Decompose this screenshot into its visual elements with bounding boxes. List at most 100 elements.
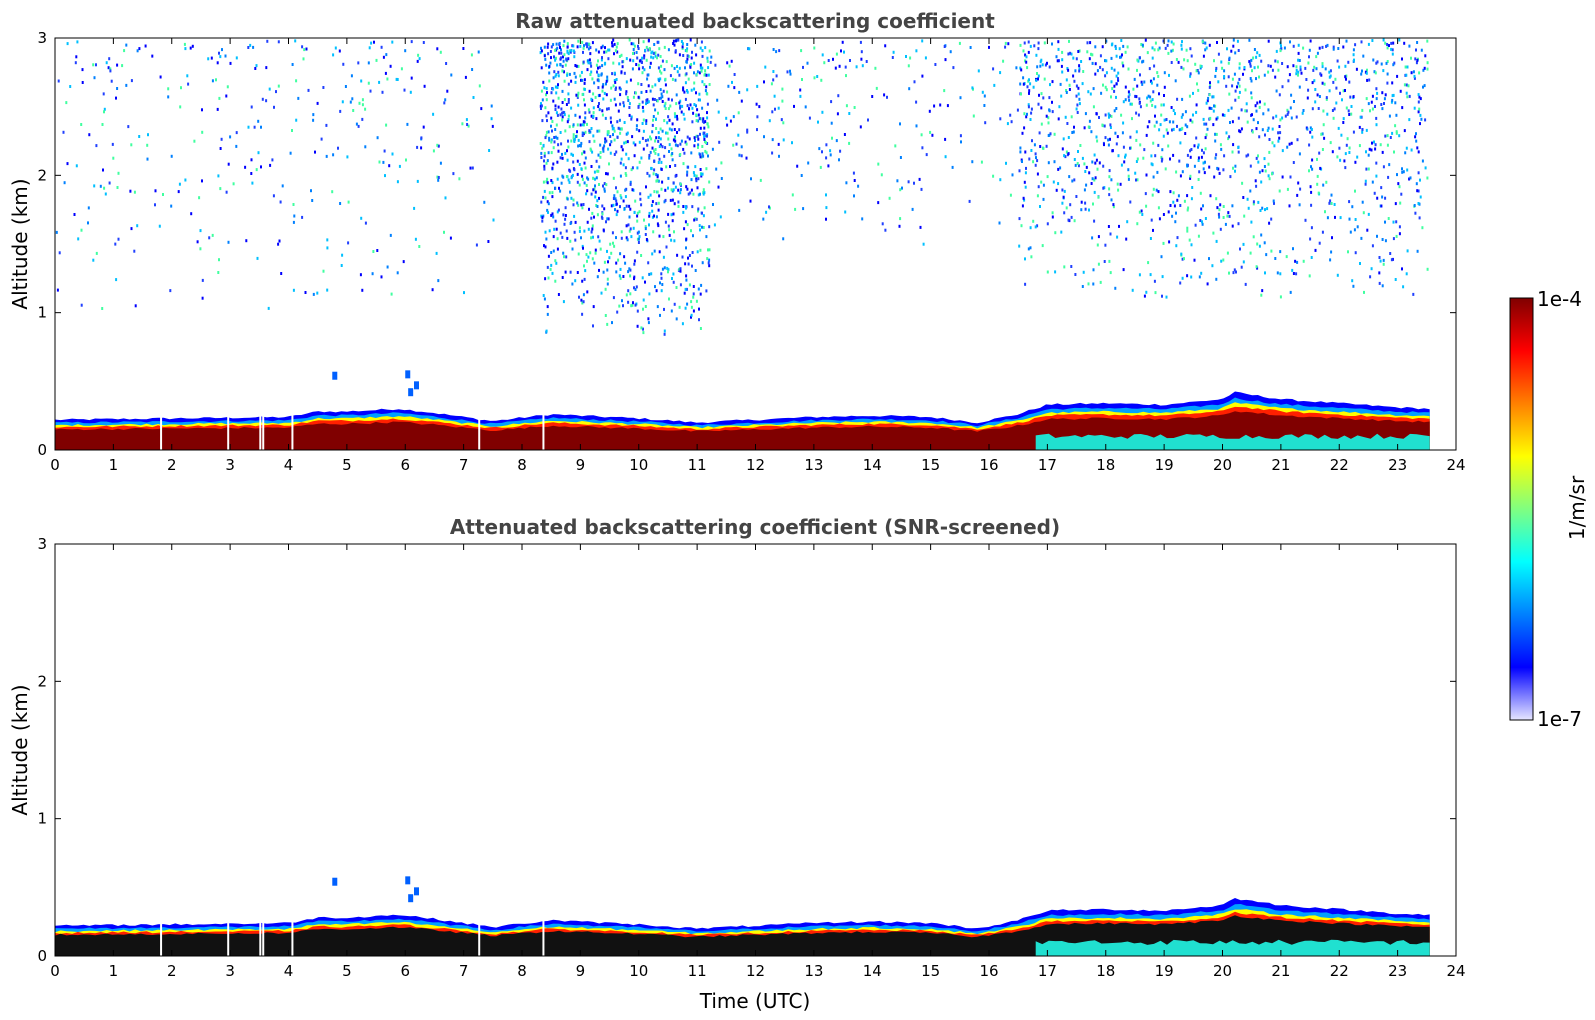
data-gap <box>478 914 481 956</box>
noise-speckle <box>75 164 78 168</box>
noise-speckle <box>665 60 668 64</box>
noise-speckle <box>1163 85 1166 89</box>
noise-speckle <box>707 248 709 252</box>
noise-speckle <box>633 154 636 158</box>
noise-speckle <box>580 236 582 240</box>
noise-speckle <box>1127 67 1130 71</box>
noise-speckle <box>1348 80 1351 84</box>
noise-speckle <box>1054 270 1057 274</box>
noise-speckle <box>1234 98 1237 102</box>
noise-speckle <box>1019 150 1022 154</box>
noise-speckle <box>603 189 606 193</box>
noise-speckle <box>1243 66 1246 69</box>
noise-speckle <box>1415 61 1418 65</box>
noise-speckle <box>1151 103 1154 107</box>
noise-speckle <box>617 126 620 130</box>
noise-speckle <box>291 129 293 132</box>
noise-speckle <box>665 165 668 169</box>
noise-speckle <box>1268 138 1271 141</box>
noise-speckle <box>638 160 641 164</box>
noise-speckle <box>1170 61 1173 64</box>
noise-speckle <box>660 92 663 96</box>
noise-speckle <box>578 115 581 119</box>
noise-speckle <box>1371 244 1374 248</box>
noise-speckle <box>1329 141 1332 145</box>
noise-speckle <box>570 106 573 110</box>
x-tick-label: 2 <box>167 962 177 980</box>
noise-speckle <box>1313 79 1316 83</box>
noise-speckle <box>1424 54 1427 58</box>
noise-speckle <box>580 70 583 74</box>
noise-speckle <box>146 157 149 161</box>
noise-speckle <box>1176 198 1179 202</box>
noise-speckle <box>865 60 868 63</box>
noise-speckle <box>1208 257 1210 261</box>
noise-speckle <box>1065 91 1068 94</box>
noise-speckle <box>638 102 641 106</box>
noise-speckle <box>1295 272 1298 276</box>
noise-speckle <box>561 69 564 73</box>
noise-speckle <box>678 66 681 70</box>
noise-speckle <box>697 113 700 117</box>
noise-speckle <box>1226 214 1229 218</box>
noise-speckle <box>1221 113 1224 117</box>
noise-speckle <box>615 186 617 190</box>
noise-speckle <box>1124 50 1127 54</box>
noise-speckle <box>1423 84 1426 88</box>
noise-speckle <box>1344 75 1347 79</box>
noise-speckle <box>184 178 187 182</box>
noise-speckle <box>583 150 586 154</box>
noise-speckle <box>1024 171 1027 175</box>
noise-speckle <box>1202 151 1205 155</box>
noise-speckle <box>623 121 626 124</box>
noise-speckle <box>1190 197 1193 201</box>
noise-speckle <box>1288 142 1291 146</box>
noise-speckle <box>1258 53 1261 57</box>
noise-speckle <box>581 93 584 96</box>
noise-speckle <box>170 204 173 208</box>
noise-speckle <box>596 169 599 173</box>
noise-speckle <box>908 87 911 91</box>
noise-speckle <box>170 154 173 158</box>
noise-speckle <box>680 40 683 43</box>
noise-speckle <box>1162 213 1165 216</box>
noise-speckle <box>1145 173 1148 177</box>
noise-speckle <box>582 300 585 304</box>
noise-speckle <box>436 47 439 51</box>
noise-speckle <box>1115 54 1118 58</box>
data-gap <box>262 408 265 450</box>
noise-speckle <box>690 315 692 319</box>
noise-speckle <box>1043 41 1046 45</box>
noise-speckle <box>610 204 613 208</box>
noise-speckle <box>1255 156 1258 160</box>
noise-speckle <box>547 254 550 258</box>
noise-speckle <box>1131 102 1133 106</box>
noise-speckle <box>1055 188 1058 192</box>
noise-speckle <box>1159 123 1162 127</box>
noise-speckle <box>556 210 559 214</box>
noise-speckle <box>547 276 550 280</box>
noise-speckle <box>548 136 551 140</box>
noise-speckle <box>915 100 918 104</box>
noise-speckle <box>1109 271 1112 275</box>
noise-speckle <box>1019 66 1022 70</box>
noise-speckle <box>1258 105 1261 109</box>
noise-speckle <box>681 42 684 46</box>
noise-speckle <box>701 152 704 156</box>
noise-speckle <box>1360 72 1363 76</box>
noise-speckle <box>1318 46 1321 50</box>
x-tick-label: 3 <box>225 962 235 980</box>
noise-speckle <box>604 116 607 120</box>
noise-speckle <box>568 72 571 76</box>
noise-speckle <box>167 87 170 91</box>
noise-speckle <box>641 122 644 125</box>
noise-speckle <box>610 140 613 144</box>
noise-speckle <box>1215 239 1218 243</box>
noise-speckle <box>250 105 253 109</box>
noise-speckle <box>880 173 883 177</box>
noise-speckle <box>618 118 621 122</box>
noise-speckle <box>1136 222 1139 226</box>
noise-speckle <box>278 239 281 243</box>
noise-speckle <box>1271 172 1273 176</box>
noise-speckle <box>611 231 614 235</box>
